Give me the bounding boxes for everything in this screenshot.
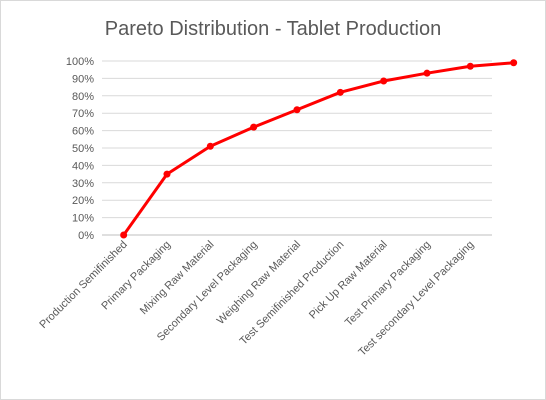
- x-tick-label: Mixing Raw Material: [138, 239, 217, 318]
- y-tick-label: 60%: [72, 126, 94, 138]
- x-tick-label: Pick Up Raw Material: [307, 239, 390, 322]
- y-tick-label: 20%: [72, 195, 94, 207]
- series-line: [122, 61, 514, 236]
- data-point: [206, 142, 214, 150]
- data-point: [120, 231, 128, 239]
- data-point: [466, 62, 474, 70]
- x-tick-label: Production Semifinished: [37, 239, 129, 331]
- data-point: [336, 88, 344, 96]
- y-tick-label: 80%: [72, 91, 94, 103]
- y-tick-label: 0%: [78, 230, 94, 242]
- y-tick-label: 50%: [72, 143, 94, 155]
- data-point: [163, 170, 171, 178]
- y-tick-label: 30%: [72, 178, 94, 190]
- y-tick-label: 40%: [72, 160, 94, 172]
- data-point: [380, 77, 388, 85]
- chart-title: Pareto Distribution - Tablet Production: [104, 18, 442, 40]
- data-point: [423, 69, 431, 77]
- y-tick-label: 100%: [66, 56, 94, 68]
- data-point: [510, 59, 518, 67]
- y-tick-label: 70%: [72, 108, 94, 120]
- y-tick-label: 10%: [72, 213, 94, 225]
- x-tick-label: Test Primary Packaging: [343, 239, 433, 329]
- data-point: [250, 123, 258, 131]
- data-point: [293, 106, 301, 114]
- x-tick-label: Weighing Raw Material: [215, 239, 303, 327]
- y-tick-label: 90%: [72, 73, 94, 85]
